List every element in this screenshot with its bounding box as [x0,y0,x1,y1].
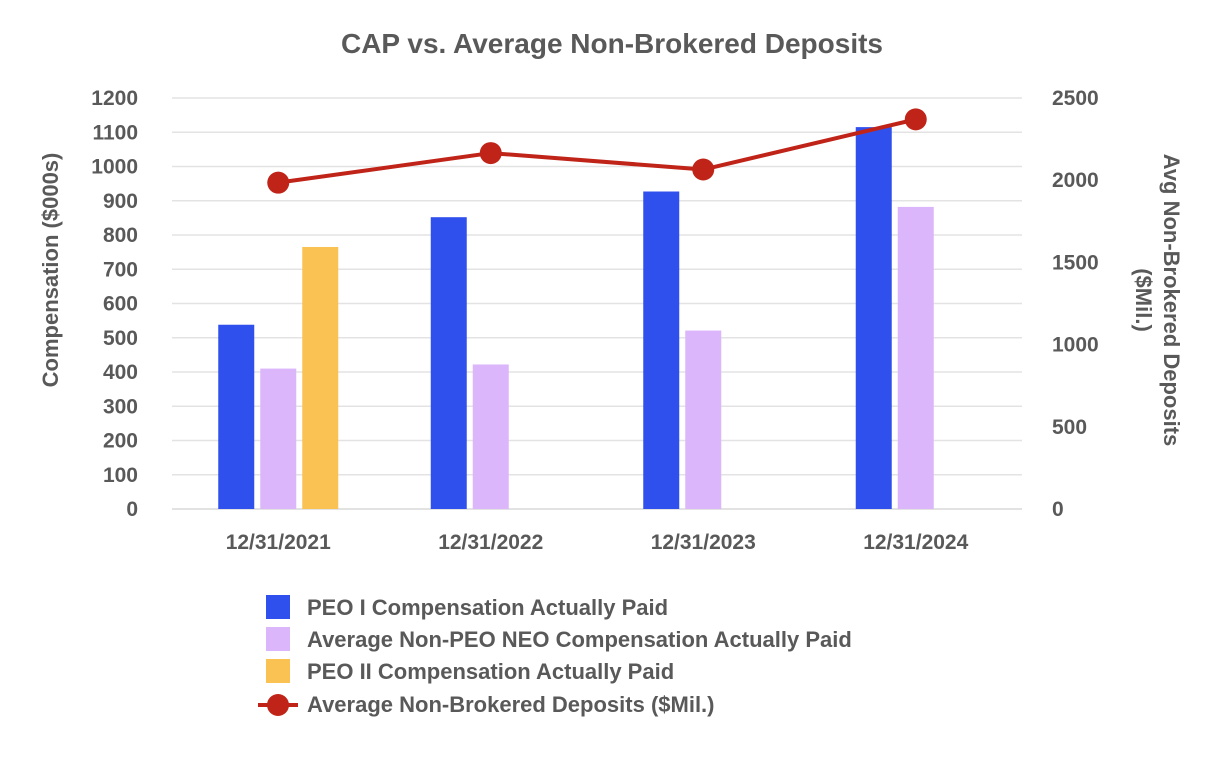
deposits-point [479,142,502,165]
legend-label-deposits: Average Non-Brokered Deposits ($Mil.) [307,692,715,717]
y-tick-label: 800 [103,224,138,247]
legend-swatch-non-peo-neo [266,627,290,651]
legend-label-peo-ii: PEO II Compensation Actually Paid [307,659,674,684]
y-tick-label: 900 [103,190,138,213]
y-tick-label: 100 [103,464,138,487]
deposits-point [267,171,290,194]
y-tick-label: 500 [103,327,138,350]
bar [643,191,680,509]
deposits-point [904,108,927,131]
bar [218,324,255,509]
y-axis-left-label: Compensation ($000s) [38,153,63,388]
y-tick-label: 700 [103,258,138,281]
y-axis-right-label-line-2: ($Mil.) [1131,268,1156,332]
y2-tick-label: 2500 [1052,87,1099,110]
deposits-point [692,158,715,181]
bar [302,246,339,510]
y-tick-label: 1200 [91,87,138,110]
y-tick-label: 1000 [91,156,138,179]
y-tick-label: 300 [103,395,138,418]
y-tick-label: 400 [103,361,138,384]
y-axis-right-ticks: 0 500 1000 1500 2000 2500 [1052,87,1099,521]
legend-item-deposits: Average Non-Brokered Deposits ($Mil.) [258,692,715,717]
legend-label-non-peo-neo: Average Non-PEO NEO Compensation Actuall… [307,627,852,652]
x-tick-label: 12/31/2022 [438,531,543,554]
x-axis-ticks: 12/31/2021 12/31/2022 12/31/2023 12/31/2024 [226,531,969,554]
x-tick-label: 12/31/2023 [651,531,756,554]
y-axis-left-ticks: 0 100 200 300 400 500 600 700 800 900 1000 1100 1200 [91,87,138,521]
bar [897,206,934,510]
y2-tick-label: 1000 [1052,334,1099,357]
bar [855,127,892,510]
bars [218,127,934,510]
y-axis-right-label-line-1: Avg Non-Brokered Deposits [1159,154,1184,447]
y2-tick-label: 500 [1052,416,1087,439]
legend-item-non-peo-neo: Average Non-PEO NEO Compensation Actuall… [266,627,852,652]
y2-tick-label: 2000 [1052,169,1099,192]
y-tick-label: 0 [126,498,138,521]
legend: PEO I Compensation Actually Paid Average… [258,595,852,717]
legend-item-peo-i: PEO I Compensation Actually Paid [266,595,668,620]
legend-label-peo-i: PEO I Compensation Actually Paid [307,595,668,620]
x-tick-label: 12/31/2024 [863,531,968,554]
y2-tick-label: 1500 [1052,251,1099,274]
y-tick-label: 200 [103,430,138,453]
legend-swatch-peo-ii [266,659,290,683]
legend-item-peo-ii: PEO II Compensation Actually Paid [266,659,674,684]
bar [260,368,297,509]
y-tick-label: 600 [103,293,138,316]
bar [472,364,509,509]
legend-marker-deposits [267,694,289,716]
deposits-line [277,117,917,185]
bar [430,217,467,509]
y2-tick-label: 0 [1052,498,1064,521]
deposits-line-series [267,108,927,194]
legend-swatch-peo-i [266,595,290,619]
chart-title: CAP vs. Average Non-Brokered Deposits [341,28,883,59]
y-tick-label: 1100 [92,121,138,144]
x-tick-label: 12/31/2021 [226,531,331,554]
bar [685,330,722,509]
